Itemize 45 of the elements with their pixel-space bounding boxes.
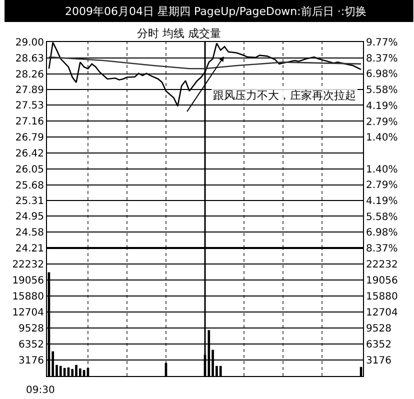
y-tick-label: 12704 xyxy=(12,308,44,318)
y-tick-label: 9528 xyxy=(18,324,44,334)
y-tick-label: 25.31 xyxy=(15,196,44,208)
y2-tick-label: 2.79% xyxy=(366,180,398,192)
y2-tick-label: 1.40% xyxy=(366,132,398,144)
y2-tick-label: 6.98% xyxy=(366,228,398,239)
y-tick-label: 22232 xyxy=(12,260,44,270)
y2-tick-label: 15880 xyxy=(366,292,398,302)
y-tick-label: 29.00 xyxy=(15,38,44,48)
y2-tick-label: 3176 xyxy=(366,356,392,366)
y2-tick-label: 6.98% xyxy=(366,69,398,80)
y2-tick-label: 4.19% xyxy=(366,196,398,208)
y2-tick-label: 22232 xyxy=(366,260,398,270)
y-tick-label: 6352 xyxy=(18,340,44,350)
y2-tick-label: 4.19% xyxy=(366,100,398,112)
y-tick-label: 26.05 xyxy=(15,164,44,176)
y-tick-label: 28.26 xyxy=(15,69,44,80)
chart-subtitle: 分时 均线 成交量 xyxy=(137,27,221,40)
text: 09:30 xyxy=(26,385,55,396)
y-tick-label: 28.63 xyxy=(15,53,44,64)
annotation: 跟风压力不大，庄家再次拉起 xyxy=(213,89,356,102)
y-tick-label: 26.79 xyxy=(15,132,44,144)
y-tick-label: 27.53 xyxy=(15,100,44,112)
y-tick-label: 27.16 xyxy=(15,116,44,128)
y-tick-label: 25.68 xyxy=(15,180,44,192)
y2-tick-label: 2.79% xyxy=(366,116,398,128)
y2-tick-label: 19056 xyxy=(366,276,398,286)
y2-tick-label: 8.37% xyxy=(366,53,398,64)
y2-tick-label: 9.77% xyxy=(366,38,398,48)
y-tick-label: 26.42 xyxy=(15,148,44,160)
y-tick-label: 24.21 xyxy=(15,244,44,254)
y-tick-label: 15880 xyxy=(12,292,44,302)
y2-tick-label: 8.37% xyxy=(366,244,398,254)
y-tick-label: 19056 xyxy=(12,276,44,286)
y2-tick-label: 5.58% xyxy=(366,212,398,223)
y-tick-label: 27.89 xyxy=(15,85,44,96)
y-tick-label: 3176 xyxy=(18,356,44,366)
y2-tick-label: 6352 xyxy=(366,340,392,350)
chart-title: 2009年06月04日 星期四 PageUp/PageDown:前后日 ·:切换 xyxy=(65,5,367,18)
y2-tick-label: 12704 xyxy=(366,308,398,318)
y2-tick-label: 5.58% xyxy=(366,85,398,96)
y2-tick-label: 1.40% xyxy=(366,164,398,176)
y-tick-label: 24.95 xyxy=(15,212,44,223)
y-tick-label: 24.58 xyxy=(15,228,44,239)
y2-tick-label: 9528 xyxy=(366,324,392,334)
